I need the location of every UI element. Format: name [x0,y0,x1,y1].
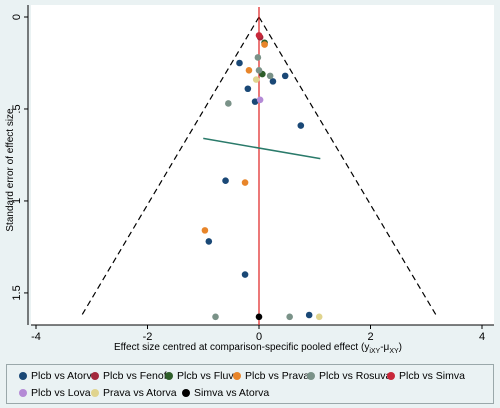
legend-marker [91,372,99,380]
legend-label: Plcb vs Rosuva [319,370,392,382]
legend-item: Plcb vs Fluva [165,370,239,382]
data-point [225,100,232,107]
data-point [252,76,260,83]
data-point [205,238,213,245]
data-point [222,177,229,185]
x-axis-title: Effect size centred at comparison-specif… [114,342,402,355]
legend-marker [91,389,99,397]
data-point [305,311,313,319]
data-point [241,271,249,278]
data-point [261,41,268,48]
legend-item: Plcb vs Lova [19,387,91,399]
legend-marker [233,372,241,380]
legend-marker [387,372,395,380]
legend-item: Plcb vs Rosuva [307,370,391,382]
legend-label: Plcb vs Lova [31,387,91,399]
y-tick-label: 1.5 [11,285,23,300]
x-tick-label: 4 [479,331,485,343]
legend-label: Plcb vs Fenof [103,370,167,382]
x-tick-label: -4 [31,331,41,343]
data-point [244,85,252,93]
data-point [245,67,253,74]
x-tick-label: 2 [367,331,373,343]
data-point [266,72,274,80]
legend-item: Plcb vs Simva [387,370,465,382]
funnel-right-bound [258,16,437,316]
y-tick-label: .5 [11,104,23,113]
legend-item: Prava vs Atorva [91,387,177,399]
legend-label: Plcb vs Simva [399,370,465,382]
legend: Plcb vs Atorva Plcb vs Fenof Plcb vs Fluva… [6,364,494,404]
data-point [286,313,293,321]
regression-line [203,137,321,160]
legend-label: Plcb vs Atorva [31,370,98,382]
legend-label: Plcb vs Prava [245,370,310,382]
legend-marker [19,389,27,397]
legend-marker [307,372,315,380]
x-tick-label: -2 [143,331,153,343]
data-point [281,72,289,80]
funnel-plot: 0 .5 1 1.5 -4 -2 0 2 4 Standard error of effect … [5,5,494,355]
data-point [241,179,249,186]
y-axis-title: Standard error of effect size [5,108,16,232]
data-point [297,122,305,129]
data-point [251,98,259,105]
data-points [201,32,323,321]
data-point [212,313,219,321]
legend-item: Plcb vs Atorva [19,370,98,382]
data-point [236,59,243,67]
legend-marker [182,389,190,397]
y-tick-label: 1 [11,198,23,204]
legend-label: Plcb vs Fluva [177,370,240,382]
data-point [256,96,264,104]
data-point [269,78,277,85]
legend-label: Simva vs Atorva [194,387,270,399]
legend-item: Plcb vs Fenof [91,370,167,382]
legend-item: Plcb vs Prava [233,370,309,382]
data-point [315,313,323,321]
funnel-left-bound [81,16,260,316]
x-tick-label: 0 [256,331,262,343]
legend-marker [165,372,173,380]
plot-area [31,5,494,325]
legend-label: Prava vs Atorva [103,387,177,399]
legend-marker [19,372,27,380]
data-point [201,227,209,234]
data-point [255,32,263,39]
y-tick-label: 0 [11,14,23,20]
data-point [255,313,263,321]
axes: 0 .5 1 1.5 -4 -2 0 2 4 [11,5,494,343]
data-point [254,54,262,61]
data-point [255,67,263,74]
legend-item: Simva vs Atorva [182,387,269,399]
